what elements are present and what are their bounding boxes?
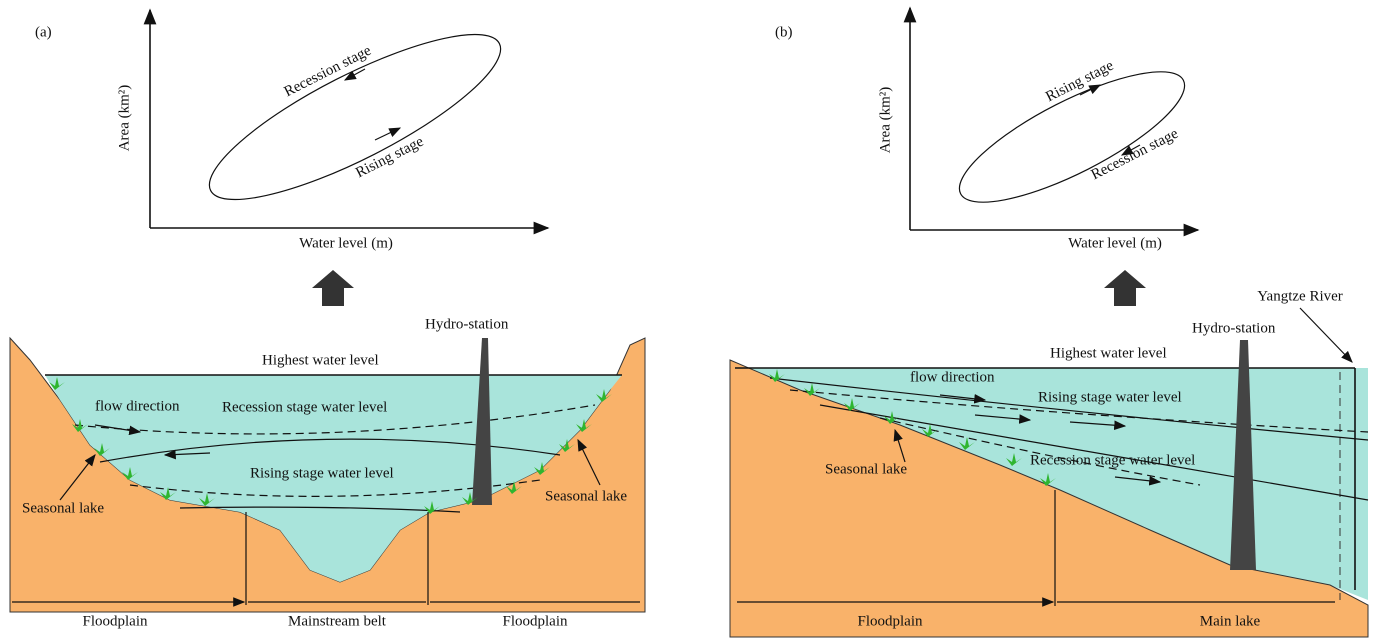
hysteresis-loop: [208, 33, 502, 201]
pointer: [893, 428, 906, 463]
flow-arrow: [974, 414, 1032, 424]
pointer: [1299, 307, 1353, 363]
recession-line: [74, 404, 596, 435]
recession-line-dash: [879, 417, 1201, 486]
flow-arrow: [163, 449, 211, 460]
flow-label: flow direction: [95, 398, 180, 414]
highest-level: Highest water level: [1050, 345, 1167, 361]
arrow: [1079, 84, 1102, 96]
river-label: Yangtze River: [1257, 288, 1343, 304]
big-arrow: [312, 270, 354, 306]
vegetation: [49, 369, 1056, 514]
flow-arrow: [1114, 476, 1162, 486]
zone-label: Main lake: [1200, 613, 1261, 629]
water: [735, 368, 1368, 600]
flow-arrow: [1069, 420, 1127, 431]
rising-label: Rising stage water level: [1038, 389, 1182, 405]
seasonal-lake: Seasonal lake: [545, 488, 627, 504]
pointer: [59, 454, 96, 501]
rising-line-dash: [789, 389, 1369, 433]
arrow: [374, 127, 402, 141]
hydro-label: Hydro-station: [1192, 320, 1276, 336]
panel-label: (a): [35, 24, 52, 40]
loop-label: Rising stage: [353, 133, 426, 181]
zone-label: Mainstream belt: [288, 613, 387, 629]
seasonal-lake: Seasonal lake: [825, 461, 907, 477]
flow-label: flow direction: [910, 369, 995, 385]
recession-label: Recession stage water level: [222, 399, 387, 415]
flow-arrow: [94, 424, 142, 436]
rising-line: [769, 377, 1369, 441]
recession-label: Recession stage water level: [1030, 452, 1195, 468]
flow-arrow: [939, 394, 987, 404]
rising-line-low: [179, 506, 461, 513]
panel-a: (a) Area (km²) Water level (m) Recession…: [9, 8, 646, 629]
panel-b: (b) Area (km²) Water level (m) Rising st…: [729, 6, 1369, 638]
x-axis-label: Water level (m): [299, 235, 393, 251]
arrow: [1120, 144, 1141, 156]
zone-label: Floodplain: [502, 613, 568, 629]
flow-line: [99, 438, 561, 463]
highest-level: Highest water level: [262, 352, 379, 368]
hydro-station: [1230, 340, 1256, 570]
big-arrow: [1104, 270, 1146, 306]
hysteresis-loop: [958, 71, 1186, 203]
seasonal-lake: Seasonal lake: [22, 500, 104, 516]
y-axis-label: Area (km²): [116, 85, 132, 152]
pointer: [577, 438, 601, 486]
hydro-station: [472, 338, 492, 505]
loop-label: Rising stage: [1043, 57, 1116, 105]
y-axis-label: Area (km²): [877, 87, 893, 154]
zone-label: Floodplain: [857, 613, 923, 629]
loop-label: Recession stage: [1089, 126, 1182, 184]
arrow: [343, 68, 366, 81]
hydro-label: Hydro-station: [425, 316, 509, 332]
panel-label: (b): [775, 24, 793, 40]
zone-label: Floodplain: [82, 613, 148, 629]
x-axis-label: Water level (m): [1068, 235, 1162, 251]
rising-label: Rising stage water level: [250, 465, 394, 481]
